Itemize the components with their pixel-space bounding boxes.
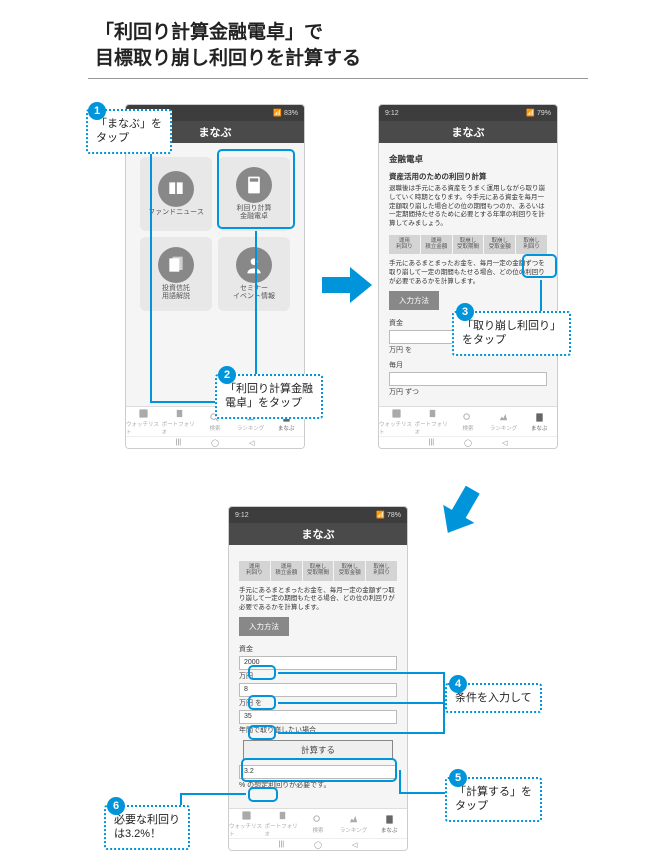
tab-3[interactable]: 取崩し受取期間 [453, 235, 484, 255]
phone-2: 9:12📶 79% まなぶ 金融電卓 資産活用のための利回り計算 退職後は手元に… [378, 104, 558, 449]
callout-num-3: 3 [456, 303, 474, 321]
pages-icon [158, 247, 194, 283]
leader-4c [278, 732, 445, 734]
arrow-1 [322, 265, 372, 308]
bottom-nav: ウォッチリスト ポートフォリオ 検索 ランキング まなぶ [229, 808, 407, 838]
input-monthly[interactable]: 8 [239, 683, 397, 697]
intro-text: 退職後は手元にある資産をうまく運用しながら取り崩していく時期となります。今手元に… [389, 185, 547, 229]
leader-6a [180, 793, 246, 795]
nav-portfolio[interactable]: ポートフォリオ [415, 407, 451, 436]
tile-calculator[interactable]: 利回り計算金融電卓 [218, 157, 290, 231]
field-label-monthly: 毎月 [389, 360, 547, 370]
input-amount[interactable]: 2000 [239, 656, 397, 670]
phone-content: 運用利回り 運用積立金額 取崩し受取期間 取崩し受取金額 取崩し利回り 手元にあ… [229, 545, 407, 840]
tile-grid: ファンドニュース 利回り計算金融電卓 投資信託用語解説 セミナーイベント情報 [136, 153, 294, 315]
tab-2[interactable]: 運用積立金額 [271, 561, 302, 581]
phone-content: ファンドニュース 利回り計算金融電卓 投資信託用語解説 セミナーイベント情報 [126, 143, 304, 408]
calc-tabs: 運用利回り 運用積立金額 取崩し受取期間 取崩し受取金額 取崩し利回り [239, 561, 397, 581]
system-nav: |||◯◁ [379, 436, 557, 448]
app-title-bar: まなぶ [229, 523, 407, 545]
tab-3[interactable]: 取崩し受取期間 [303, 561, 334, 581]
calc-tabs: 運用利回り 運用積立金額 取崩し受取期間 取崩し受取金額 取崩し利回り [389, 235, 547, 255]
status-bar: 9:12📶 79% [379, 105, 557, 121]
heading-line1: 「利回り計算金融電卓」で [95, 20, 361, 46]
result-note: % の想定利回りが必要です。 [239, 780, 397, 790]
nav-watchlist[interactable]: ウォッチリスト [229, 809, 265, 838]
calculate-button[interactable]: 計算する [243, 740, 393, 760]
leader-1 [150, 147, 152, 403]
nav-portfolio[interactable]: ポートフォリオ [265, 809, 301, 838]
leader-3 [540, 280, 542, 311]
leader-5b [399, 792, 445, 794]
status-bar: 9:12📶 78% [229, 507, 407, 523]
nav-learn[interactable]: まなぶ [521, 407, 557, 436]
app-title: まなぶ [199, 124, 232, 140]
field-label: 資金 [239, 644, 397, 654]
system-nav: |||◯◁ [126, 436, 304, 448]
callout-num-2: 2 [218, 366, 236, 384]
nav-ranking[interactable]: ランキング [336, 809, 372, 838]
system-nav: |||◯◁ [229, 838, 407, 850]
page-heading: 「利回り計算金融電卓」で 目標取り崩し利回りを計算する [95, 20, 361, 71]
heading-divider [88, 78, 588, 79]
tab-4[interactable]: 取崩し受取金額 [334, 561, 365, 581]
nav-search[interactable]: 検索 [450, 407, 486, 436]
nav-watchlist[interactable]: ウォッチリスト [126, 407, 162, 436]
tile-label: セミナーイベント情報 [233, 285, 275, 300]
phone-content: 金融電卓 資産活用のための利回り計算 退職後は手元にある資産をうまく運用しながら… [379, 143, 557, 408]
calculator-icon [236, 167, 272, 203]
result-output: 3.2 [239, 765, 397, 779]
tile-label: ファンドニュース [148, 209, 204, 217]
input-monthly[interactable] [389, 372, 547, 386]
callout-num-5: 5 [449, 769, 467, 787]
nav-watchlist[interactable]: ウォッチリスト [379, 407, 415, 436]
tab-1[interactable]: 運用利回り [389, 235, 420, 255]
tab-1[interactable]: 運用利回り [239, 561, 270, 581]
nav-search[interactable]: 検索 [300, 809, 336, 838]
subsection-title: 資産活用のための利回り計算 [389, 171, 547, 182]
tab-4[interactable]: 取崩し受取金額 [484, 235, 515, 255]
nav-ranking[interactable]: ランキング [486, 407, 522, 436]
method-button[interactable]: 入力方法 [239, 617, 289, 636]
tab-2[interactable]: 運用積立金額 [421, 235, 452, 255]
leader-4a [278, 672, 445, 674]
callout-num-1: 1 [88, 102, 106, 120]
callout-num-6: 6 [107, 797, 125, 815]
nav-portfolio[interactable]: ポートフォリオ [162, 407, 198, 436]
tile-seminar[interactable]: セミナーイベント情報 [218, 237, 290, 311]
phone-3: 9:12📶 78% まなぶ 運用利回り 運用積立金額 取崩し受取期間 取崩し受取… [228, 506, 408, 851]
heading-line2: 目標取り崩し利回りを計算する [95, 46, 361, 72]
tile-label: 利回り計算金融電卓 [237, 205, 272, 220]
unit-monthly: 万円 ずつ [389, 387, 547, 397]
arrow-2 [428, 478, 490, 543]
method-button[interactable]: 入力方法 [389, 291, 439, 310]
status-right: 📶 83% [273, 109, 298, 117]
input-years[interactable]: 35 [239, 710, 397, 724]
leader-2 [255, 231, 257, 374]
nav-learn[interactable]: まなぶ [371, 809, 407, 838]
tab-desc: 手元にあるまとまったお金を、毎月一定の金額ずつを取り崩して一定の期間もたせる場合… [389, 260, 547, 286]
book-icon [158, 171, 194, 207]
section-title: 金融電卓 [389, 153, 547, 165]
leader-5a [399, 770, 401, 794]
bottom-nav: ウォッチリスト ポートフォリオ 検索 ランキング まなぶ [379, 406, 557, 436]
tab-desc: 手元にあるまとまったお金を、毎月一定の金額ずつ取り崩して一定の期間もたせる場合、… [239, 587, 397, 613]
callout-num-4: 4 [449, 675, 467, 693]
person-icon [236, 247, 272, 283]
tab-5[interactable]: 取崩し利回り [366, 561, 397, 581]
leader-4b [278, 702, 468, 704]
tab-5[interactable]: 取崩し利回り [516, 235, 547, 255]
tile-label: 投資信託用語解説 [162, 285, 190, 300]
app-title-bar: まなぶ [379, 121, 557, 143]
